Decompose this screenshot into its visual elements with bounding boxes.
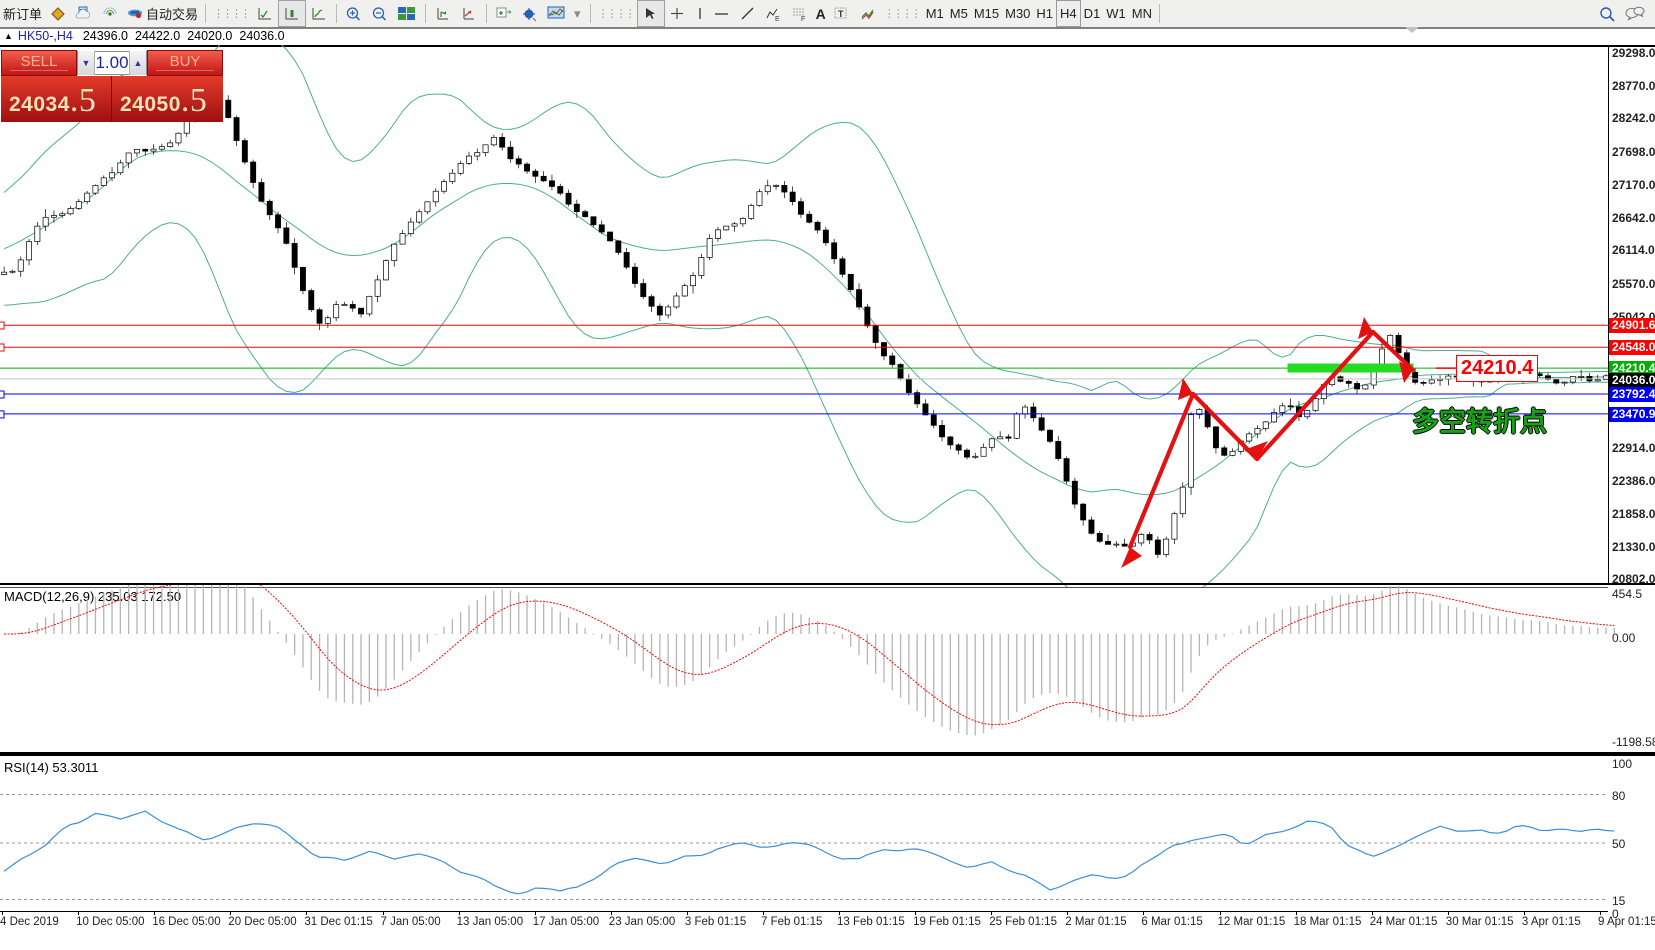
svg-text:E: E (775, 16, 780, 23)
svg-text:F: F (801, 16, 805, 23)
svg-text:T: T (838, 9, 844, 19)
